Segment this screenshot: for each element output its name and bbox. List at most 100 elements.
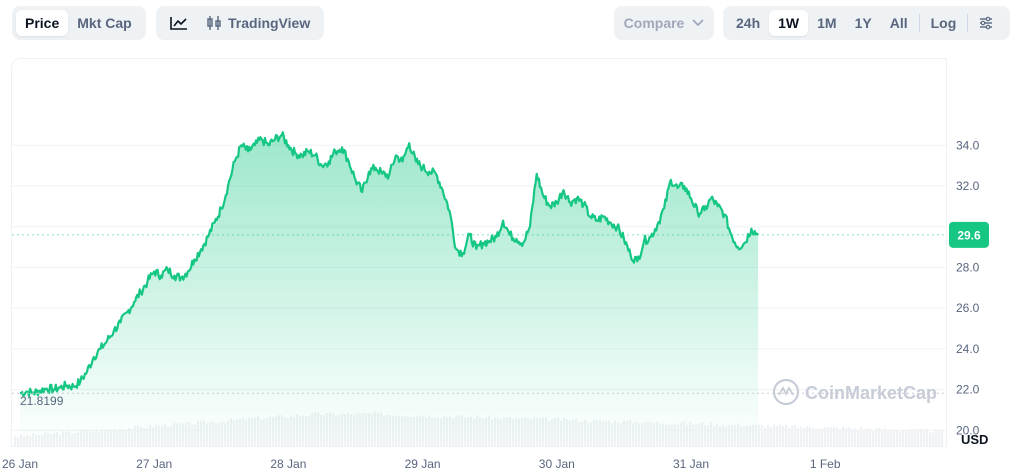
y-tick-label: 24.0 — [956, 342, 980, 356]
tradingview-button[interactable]: TradingView — [198, 10, 318, 36]
volume-bar — [788, 428, 791, 446]
volume-bar — [767, 425, 770, 446]
x-tick-label: 27 Jan — [136, 457, 172, 471]
volume-bar — [920, 428, 923, 446]
watermark: CoinMarketCap — [772, 378, 937, 406]
volume-bar — [842, 426, 845, 446]
volume-bar — [833, 427, 836, 446]
x-tick-label: 26 Jan — [2, 457, 38, 471]
currency-label: USD — [961, 432, 988, 447]
price-labels: 21.8199 29.6 — [12, 221, 989, 408]
chart-frame — [11, 58, 947, 447]
x-tick-label: 1 Feb — [810, 457, 841, 471]
time-range-toggle: 24h 1W 1M 1Y All Log — [723, 6, 1010, 40]
tradingview-label: TradingView — [228, 15, 311, 31]
y-tick-label: 22.0 — [956, 383, 980, 397]
volume-bar — [860, 427, 863, 446]
divider — [918, 14, 920, 32]
volume-bar — [905, 430, 908, 446]
volume-bar — [806, 425, 809, 446]
volume-bar — [17, 437, 20, 446]
volume-bar — [899, 431, 902, 446]
range-24h[interactable]: 24h — [736, 15, 761, 31]
chevron-down-icon — [692, 19, 704, 27]
price-tab[interactable]: Price — [16, 10, 69, 36]
volume-bar — [851, 428, 854, 446]
volume-bar — [902, 430, 905, 446]
volume-bar — [776, 425, 779, 446]
volume-bar — [932, 432, 935, 446]
volume-bar — [935, 429, 938, 446]
volume-bar — [890, 429, 893, 446]
volume-bar — [797, 427, 800, 446]
volume-bar — [830, 426, 833, 446]
compare-dropdown[interactable]: Compare — [614, 6, 714, 40]
volume-bar — [923, 429, 926, 446]
volume-bar — [887, 430, 890, 446]
volume-bar — [827, 427, 830, 446]
current-price-badge — [949, 221, 989, 248]
volume-bar — [758, 424, 761, 446]
x-tick-label: 30 Jan — [539, 457, 575, 471]
range-all[interactable]: All — [889, 15, 908, 31]
volume-bar — [869, 429, 872, 446]
volume-bar — [938, 430, 941, 446]
volume-bar — [896, 430, 899, 446]
volume-bar — [836, 427, 839, 446]
mkt-cap-tab[interactable]: Mkt Cap — [77, 15, 132, 31]
volume-bar — [926, 428, 929, 446]
volume-bar — [770, 427, 773, 446]
candlestick-icon — [207, 16, 221, 30]
volume-bar — [884, 428, 887, 446]
volume-bar — [809, 427, 812, 446]
y-tick-label: 34.0 — [956, 138, 980, 152]
chart-type-toggle: Price Mkt Cap — [12, 6, 146, 40]
settings-sliders-icon — [980, 16, 993, 30]
volume-bar — [815, 428, 818, 446]
logo-wave — [778, 386, 794, 397]
volume-bar — [872, 430, 875, 446]
log-scale-button[interactable]: Log — [930, 15, 957, 31]
range-1m[interactable]: 1M — [817, 15, 837, 31]
line-chart-button[interactable] — [160, 10, 198, 36]
settings-button[interactable] — [970, 10, 1002, 36]
volume-bar — [803, 427, 806, 446]
y-tick-label: 28.0 — [956, 260, 980, 274]
x-axis: 26 Jan 27 Jan 28 Jan 29 Jan 30 Jan 31 Jan 1 Fe… — [2, 457, 841, 471]
x-tick-label: 28 Jan — [270, 457, 306, 471]
volume-bar — [14, 436, 17, 446]
volume-bar — [782, 425, 785, 446]
volume-bar — [929, 432, 932, 446]
x-tick-label: 31 Jan — [673, 457, 709, 471]
volume-bar — [875, 428, 878, 446]
y-tick-label: 26.0 — [956, 301, 980, 315]
volume-bar — [812, 428, 815, 446]
volume-bar — [881, 429, 884, 446]
volume-bar — [761, 425, 764, 446]
volume-bar — [908, 430, 911, 446]
volume-bar — [824, 427, 827, 446]
volume-bar — [848, 427, 851, 446]
volume-bar — [854, 428, 857, 446]
volume-bar — [866, 428, 869, 446]
price-area — [19, 131, 759, 447]
watermark-text: CoinMarketCap — [805, 383, 937, 403]
coinmarketcap-logo-icon — [772, 378, 800, 406]
price-area-fill — [20, 132, 759, 447]
volume-bar — [863, 429, 866, 446]
line-chart-icon — [170, 17, 187, 30]
volume-bar — [764, 427, 767, 446]
volume-bar — [941, 429, 944, 446]
volume-bar — [839, 429, 842, 446]
current-price-label: 29.6 — [957, 228, 981, 242]
range-1y[interactable]: 1Y — [854, 15, 872, 31]
volume-bar — [911, 428, 914, 446]
volume-bar — [773, 424, 776, 446]
volume-bar — [818, 429, 821, 446]
range-1w[interactable]: 1W — [769, 10, 809, 36]
volume-bar — [914, 429, 917, 446]
volume-bar — [917, 428, 920, 446]
volume-bar — [785, 424, 788, 446]
